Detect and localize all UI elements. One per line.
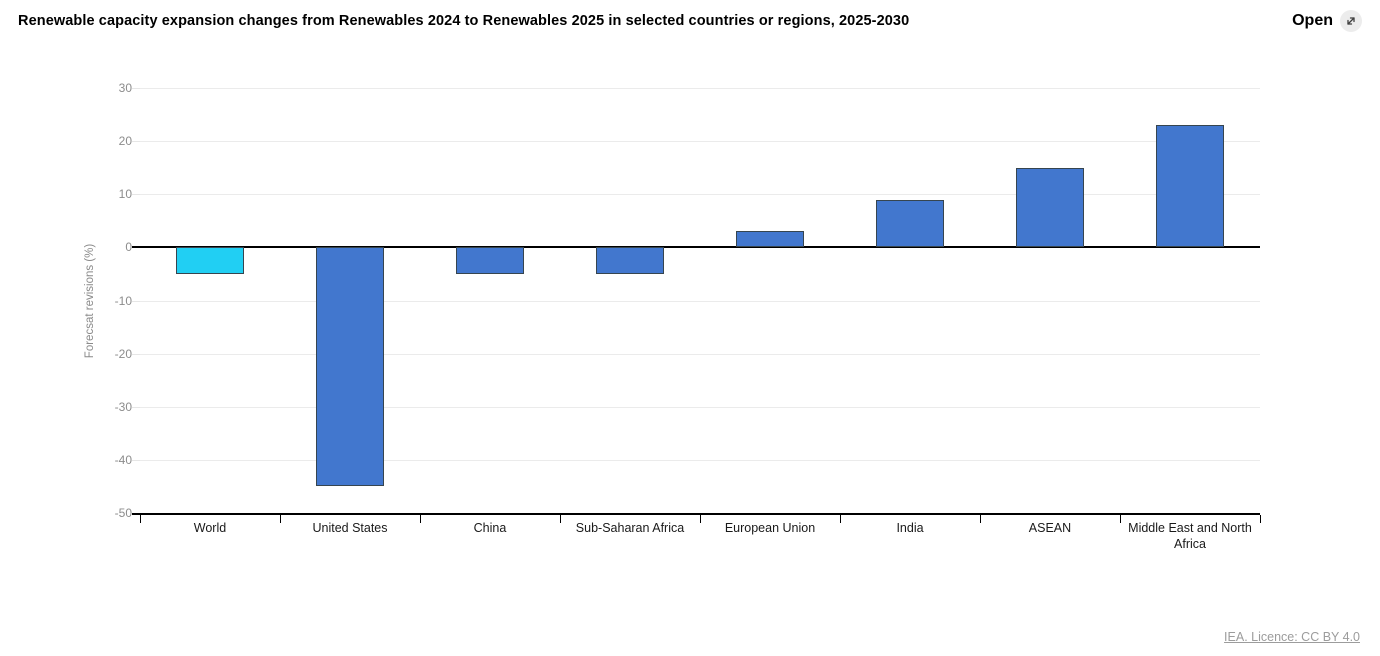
y-tick-mark: [132, 459, 140, 461]
y-tick-mark: [132, 406, 140, 408]
x-category-label-world: World: [193, 521, 227, 535]
chart-title: Renewable capacity expansion changes fro…: [18, 13, 910, 29]
y-tick-mark: [132, 141, 140, 143]
expand-diagonal-icon: [1340, 10, 1362, 32]
x-tick-mark: [980, 515, 981, 523]
x-tick-mark: [700, 515, 701, 523]
open-button[interactable]: Open: [1292, 10, 1362, 32]
gridline: [140, 141, 1260, 143]
y-tick-label: -20: [114, 346, 132, 361]
y-tick-label: 0: [125, 240, 132, 255]
license-link[interactable]: IEA. Licence: CC BY 4.0: [1224, 630, 1360, 644]
x-tick-mark: [1120, 515, 1121, 523]
gridline: [140, 353, 1260, 355]
plot-area: [140, 88, 1260, 515]
y-tick-mark: [132, 246, 140, 249]
y-tick-label: -40: [114, 452, 132, 467]
x-category-label-india: India: [896, 521, 924, 535]
x-category-label-china: China: [473, 521, 507, 535]
y-tick-mark: [132, 513, 140, 515]
y-tick-mark: [132, 194, 140, 196]
gridline: [140, 194, 1260, 196]
zero-gridline: [140, 246, 1260, 249]
y-tick-label: 30: [118, 81, 132, 95]
bar-world[interactable]: [176, 247, 244, 274]
bar-asean[interactable]: [1016, 167, 1084, 248]
y-tick-label: 10: [118, 187, 132, 202]
bar-india[interactable]: [876, 199, 944, 248]
gridline: [140, 300, 1260, 302]
bar-middle-east-and-north-africa[interactable]: [1156, 125, 1224, 248]
y-tick-mark: [132, 300, 140, 302]
x-category-label-middle-east-and-north-africa: Middle East and North Africa: [1128, 521, 1252, 551]
gridline: [140, 406, 1260, 408]
x-category-label-united-states: United States: [312, 521, 388, 535]
bar-european-union[interactable]: [736, 231, 804, 248]
y-tick-label: -30: [114, 399, 132, 414]
bar-sub-saharan-africa[interactable]: [596, 247, 664, 274]
open-button-label: Open: [1292, 12, 1333, 29]
x-tick-mark: [420, 515, 421, 523]
x-tick-mark: [840, 515, 841, 523]
y-tick-mark: [132, 353, 140, 355]
x-category-label-sub-saharan-africa: Sub-Saharan Africa: [575, 521, 685, 535]
y-tick-mark: [132, 88, 140, 89]
bar-united-states[interactable]: [316, 247, 384, 487]
x-tick-mark: [1260, 515, 1261, 523]
y-tick-label: -50: [114, 506, 132, 520]
y-tick-label: -10: [114, 293, 132, 308]
x-tick-mark: [280, 515, 281, 523]
gridline: [140, 459, 1260, 461]
bar-china[interactable]: [456, 247, 524, 274]
gridline: [140, 88, 1260, 89]
x-tick-mark: [560, 515, 561, 523]
y-tick-label: 20: [118, 134, 132, 149]
x-category-label-european-union: European Union: [724, 521, 816, 535]
x-tick-mark: [140, 515, 141, 523]
x-category-label-asean: ASEAN: [1028, 521, 1072, 535]
